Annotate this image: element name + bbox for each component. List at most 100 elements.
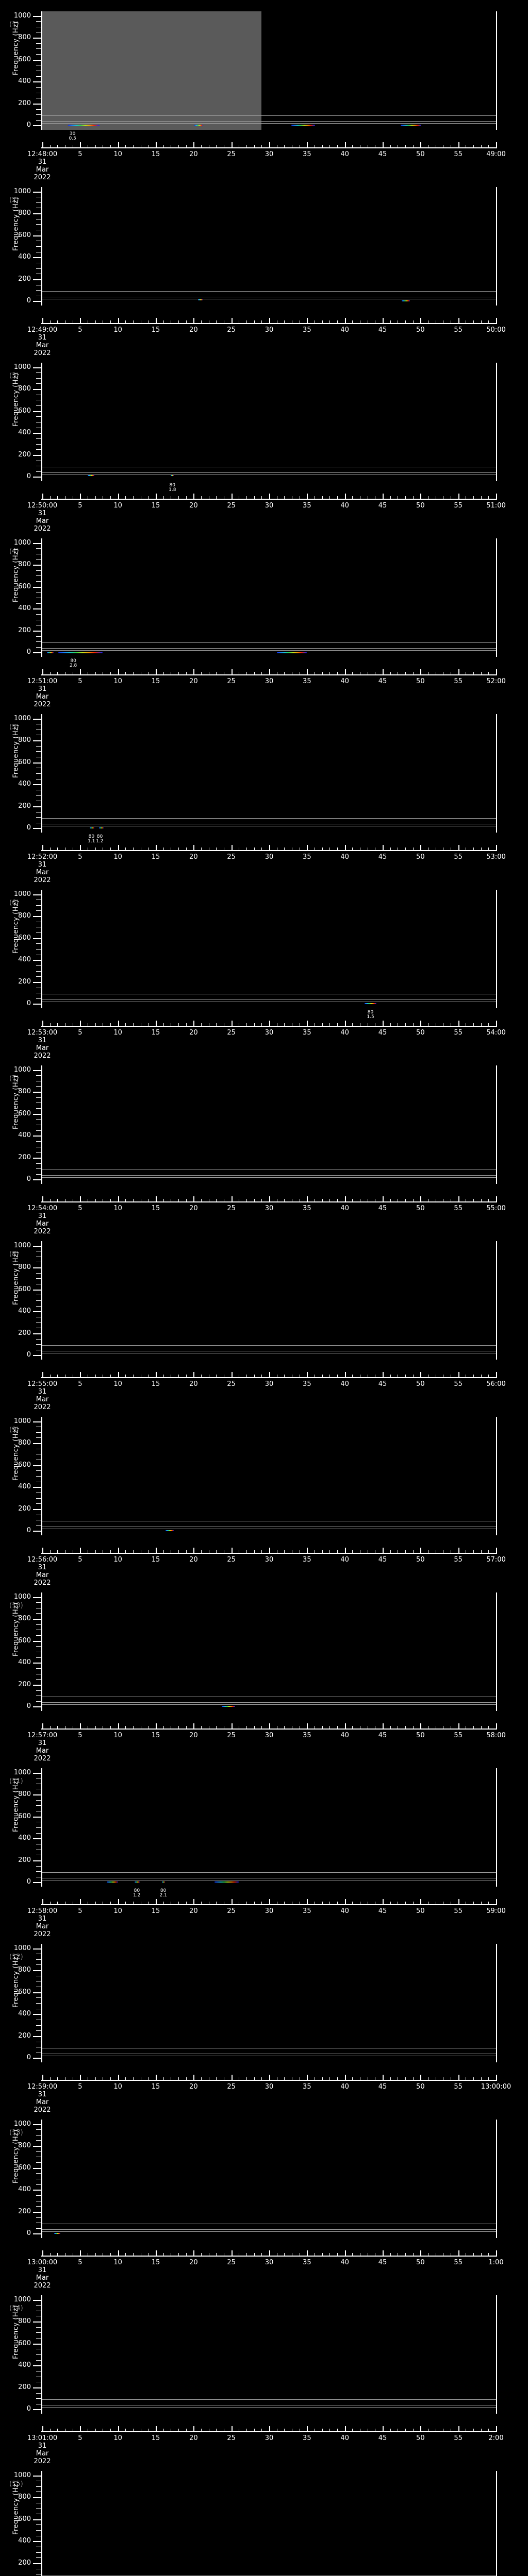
x-tick-label: 5 — [78, 502, 82, 510]
y-tick-label: 600 — [18, 1285, 31, 1293]
y-tick-label: 400 — [18, 253, 31, 261]
x-tick-minor — [352, 1550, 353, 1553]
y-tick-major — [33, 2124, 41, 2125]
x-tick-label: 15 — [151, 1556, 160, 1564]
y-tick-minor — [36, 54, 41, 55]
x-tick-label: 50 — [416, 2083, 425, 2091]
reference-line — [42, 1345, 496, 1346]
x-tick-major — [383, 669, 384, 674]
y-tick-label: 1000 — [13, 2120, 31, 2128]
x-tick-minor — [186, 2077, 187, 2080]
x-tick-major — [344, 1723, 346, 1728]
x-tick-minor — [201, 1375, 202, 1377]
x-tick-label: 30 — [265, 150, 274, 158]
x-tick-minor — [201, 2429, 202, 2431]
x-tick-label: 30 — [265, 502, 274, 510]
x-tick-label: 5 — [78, 1907, 82, 1915]
x-tick-label: 35 — [303, 1380, 311, 1388]
x-tick-minor — [178, 1902, 179, 1904]
y-tick-major — [33, 1970, 41, 1972]
start-time-text: 13:01:00 — [27, 2434, 58, 2442]
x-tick-minor — [201, 496, 202, 499]
annotation-line1: 80 — [367, 1010, 374, 1015]
y-tick-label: 200 — [18, 99, 31, 107]
detection-annotation: 80 2.8 — [70, 659, 77, 668]
y-tick-major — [33, 1816, 41, 1818]
x-tick-minor — [246, 1023, 247, 1026]
y-tick-minor — [36, 1624, 41, 1625]
y-tick-minor — [36, 1075, 41, 1076]
detection-mark — [291, 125, 316, 126]
x-tick-minor — [125, 1726, 126, 1728]
x-tick-minor — [50, 2253, 51, 2256]
x-tick-major — [269, 1548, 270, 1553]
x-tick-label: 5 — [78, 1732, 82, 1739]
panel-number: (11) — [9, 1777, 23, 1785]
x-tick-minor — [50, 496, 51, 499]
x-tick-major — [193, 2075, 195, 2080]
x-tick-label: 30 — [265, 2434, 274, 2442]
x-tick-minor — [50, 1023, 51, 1026]
x-tick-major — [80, 1548, 81, 1553]
x-tick-label: 20 — [189, 502, 198, 510]
y-tick-major — [33, 2146, 41, 2147]
x-tick-minor — [254, 1902, 255, 1904]
x-tick-major — [496, 1723, 497, 1728]
x-tick-label: 30 — [265, 1556, 274, 1564]
x-tick-minor — [284, 1023, 285, 1026]
y-tick-minor — [36, 449, 41, 450]
y-tick-label: 800 — [18, 912, 31, 920]
y-tick-minor — [36, 2173, 41, 2174]
x-tick-label: 45 — [378, 677, 387, 685]
x-tick-major — [420, 2426, 422, 2431]
x-tick-minor — [246, 2429, 247, 2431]
x-tick-minor — [57, 496, 58, 499]
y-tick-minor — [36, 1964, 41, 1965]
y-tick-minor — [36, 1470, 41, 1471]
x-tick-minor — [110, 1375, 111, 1377]
y-tick-major — [33, 828, 41, 829]
y-tick-minor — [36, 1344, 41, 1345]
x-tick-major — [156, 1723, 157, 1728]
x-tick-minor — [337, 1199, 338, 1201]
x-tick-minor — [261, 1550, 262, 1553]
y-tick-minor — [36, 2530, 41, 2531]
start-time-text: 12:53:00 — [27, 1029, 58, 1037]
x-tick-label: 35 — [303, 1732, 311, 1739]
x-tick-label: 15 — [151, 1732, 160, 1739]
x-tick-minor — [473, 2253, 474, 2256]
x-tick-minor — [50, 848, 51, 850]
x-tick-minor — [178, 2077, 179, 2080]
x-tick-minor — [337, 848, 338, 850]
x-tick-minor — [163, 1023, 164, 1026]
spectrogram-panel: (10) Frequency (Hz) 0 200 400 600 800 1000 12:57… — [0, 1581, 528, 1762]
panel-number: (4) — [9, 548, 19, 555]
x-tick-minor — [125, 1550, 126, 1553]
x-tick-minor — [246, 145, 247, 147]
x-tick-major — [383, 1021, 384, 1026]
x-tick-minor — [254, 1199, 255, 1201]
x-tick-minor — [412, 848, 414, 850]
y-tick-label: 200 — [18, 1504, 31, 1513]
date-month: Mar — [36, 1220, 49, 1228]
x-tick-minor — [246, 672, 247, 674]
x-tick-minor — [57, 2077, 58, 2080]
date-day: 31 — [38, 2091, 47, 2098]
date-year: 2022 — [34, 349, 51, 357]
x-axis-end-label: 57:00 — [486, 1556, 506, 1564]
y-tick-major — [33, 1465, 41, 1466]
y-tick-label: 200 — [18, 1153, 31, 1161]
x-tick-minor — [254, 848, 255, 850]
y-tick-label: 1000 — [13, 1592, 31, 1601]
x-tick-minor — [337, 1550, 338, 1553]
x-axis-start-label: 12:50:00 31 Mar 2022 — [20, 502, 64, 533]
x-tick-minor — [125, 1902, 126, 1904]
annotation-line1: 80 — [88, 834, 95, 839]
y-tick-major — [33, 103, 41, 105]
x-tick-major — [307, 1723, 308, 1728]
x-tick-major — [269, 1021, 270, 1026]
date-month: Mar — [36, 693, 49, 701]
panel-number: (2) — [9, 196, 19, 204]
y-tick-label: 600 — [18, 1812, 31, 1820]
x-tick-minor — [481, 320, 482, 323]
